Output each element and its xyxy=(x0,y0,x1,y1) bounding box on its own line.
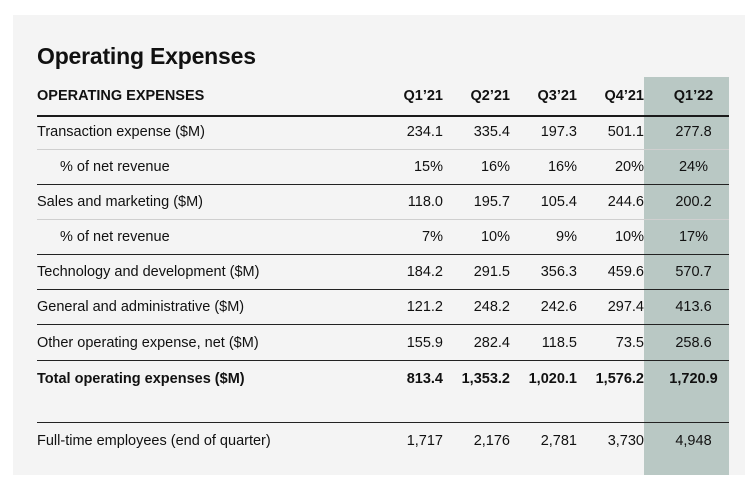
table-cell: 15% xyxy=(413,159,443,175)
table-cell: 297.4 xyxy=(607,299,644,315)
header-q1-22: Q1’22 xyxy=(673,88,714,104)
table-cell: 10% xyxy=(480,229,510,245)
table-cell: 105.4 xyxy=(540,194,577,210)
table-cell: 234.1 xyxy=(406,124,443,140)
table-cell: 356.3 xyxy=(540,264,577,280)
table-cell: 459.6 xyxy=(607,264,644,280)
table-cell: 1,353.2 xyxy=(461,371,510,387)
table-cell: 335.4 xyxy=(473,124,510,140)
table-cell: 24% xyxy=(678,159,709,175)
table-cell: 813.4 xyxy=(406,371,443,387)
table-cell: 282.4 xyxy=(473,335,510,351)
table-cell: 1,717 xyxy=(406,433,443,449)
table-row: Full-time employees (end of quarter) 1,7… xyxy=(37,424,729,458)
table-cell: 501.1 xyxy=(607,124,644,140)
table-cell: 9% xyxy=(556,229,577,245)
table-cell: 248.2 xyxy=(473,299,510,315)
table-cell: 1,020.1 xyxy=(528,371,577,387)
table-cell: 118.0 xyxy=(407,194,443,210)
table-cell: 73.5 xyxy=(615,335,644,351)
table-cell: 16% xyxy=(547,159,577,175)
table-cell: 2,781 xyxy=(540,433,577,449)
row-label: Sales and marketing ($M) xyxy=(37,194,204,210)
table-cell: 16% xyxy=(480,159,510,175)
header-q3-21: Q3’21 xyxy=(537,88,578,104)
table-cell: 570.7 xyxy=(675,264,712,280)
table-cell: 7% xyxy=(422,229,443,245)
row-label: Full-time employees (end of quarter) xyxy=(37,433,271,449)
row-label: General and administrative ($M) xyxy=(37,299,245,315)
row-label: % of net revenue xyxy=(60,229,170,245)
highlight-column-q1-22 xyxy=(644,77,729,475)
table-cell: 200.2 xyxy=(675,194,712,210)
operating-expenses-card: Operating Expenses OPERATING EXPENSES Q1… xyxy=(13,15,745,475)
divider xyxy=(37,422,729,423)
table-row: General and administrative ($M) 121.2 24… xyxy=(37,290,729,325)
table-cell: 155.9 xyxy=(406,335,443,351)
header-label: OPERATING EXPENSES xyxy=(37,88,205,104)
row-label: Total operating expenses ($M) xyxy=(37,371,245,387)
page-title: Operating Expenses xyxy=(37,43,256,69)
row-label: Transaction expense ($M) xyxy=(37,124,205,140)
table-cell: 4,948 xyxy=(675,433,712,449)
table-row: Other operating expense, net ($M) 155.9 … xyxy=(37,326,729,361)
table-row: % of net revenue 15% 16% 16% 20% 24% xyxy=(37,150,729,185)
header-q1-21: Q1’21 xyxy=(403,88,444,104)
row-label: Technology and development ($M) xyxy=(37,264,260,280)
table-row: Sales and marketing ($M) 118.0 195.7 105… xyxy=(37,185,729,220)
table-cell: 184.2 xyxy=(406,264,443,280)
table-cell: 413.6 xyxy=(675,299,712,315)
row-label: % of net revenue xyxy=(60,159,170,175)
table-cell: 10% xyxy=(614,229,644,245)
table-cell: 244.6 xyxy=(607,194,644,210)
table-cell: 1,576.2 xyxy=(595,371,644,387)
table-cell: 3,730 xyxy=(607,433,644,449)
table-row: % of net revenue 7% 10% 9% 10% 17% xyxy=(37,220,729,255)
table-row-total: Total operating expenses ($M) 813.4 1,35… xyxy=(37,362,729,396)
table-cell: 121.2 xyxy=(406,299,443,315)
row-label: Other operating expense, net ($M) xyxy=(37,335,259,351)
table-header: OPERATING EXPENSES Q1’21 Q2’21 Q3’21 Q4’… xyxy=(37,77,729,117)
table-cell: 1,720.9 xyxy=(669,371,718,387)
header-q4-21: Q4’21 xyxy=(604,88,645,104)
header-q2-21: Q2’21 xyxy=(470,88,511,104)
table-cell: 17% xyxy=(678,229,709,245)
table-row: Transaction expense ($M) 234.1 335.4 197… xyxy=(37,115,729,150)
table-cell: 2,176 xyxy=(473,433,510,449)
table-cell: 277.8 xyxy=(675,124,712,140)
table-cell: 197.3 xyxy=(540,124,577,140)
table-cell: 20% xyxy=(614,159,644,175)
table-cell: 242.6 xyxy=(540,299,577,315)
table-cell: 195.7 xyxy=(473,194,510,210)
table-cell: 291.5 xyxy=(473,264,510,280)
table-row: Technology and development ($M) 184.2 29… xyxy=(37,255,729,290)
table-cell: 118.5 xyxy=(541,335,577,351)
table-cell: 258.6 xyxy=(675,335,712,351)
